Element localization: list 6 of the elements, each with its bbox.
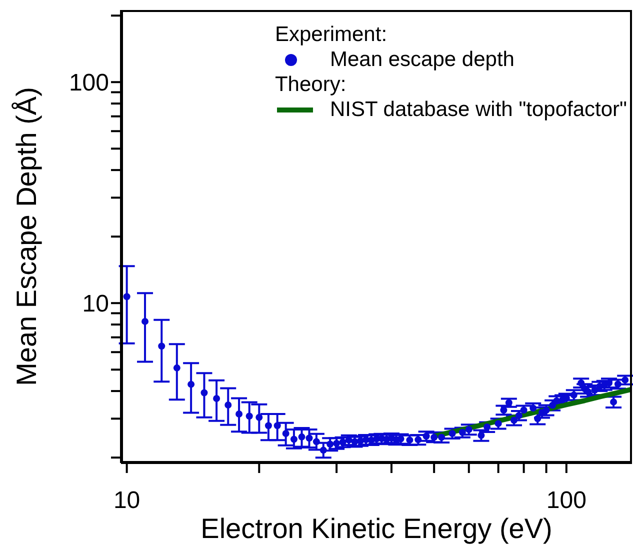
legend-label: NIST database with "topofactor"	[330, 97, 627, 122]
annotation: Experiment:	[274, 22, 388, 47]
x-axis-title: Electron Kinetic Energy (eV)	[200, 513, 552, 544]
annotation: Theory:	[274, 72, 348, 97]
y-axis-title: Mean Escape Depth (Å)	[10, 87, 42, 386]
legend-label: Mean escape depth	[330, 47, 514, 72]
